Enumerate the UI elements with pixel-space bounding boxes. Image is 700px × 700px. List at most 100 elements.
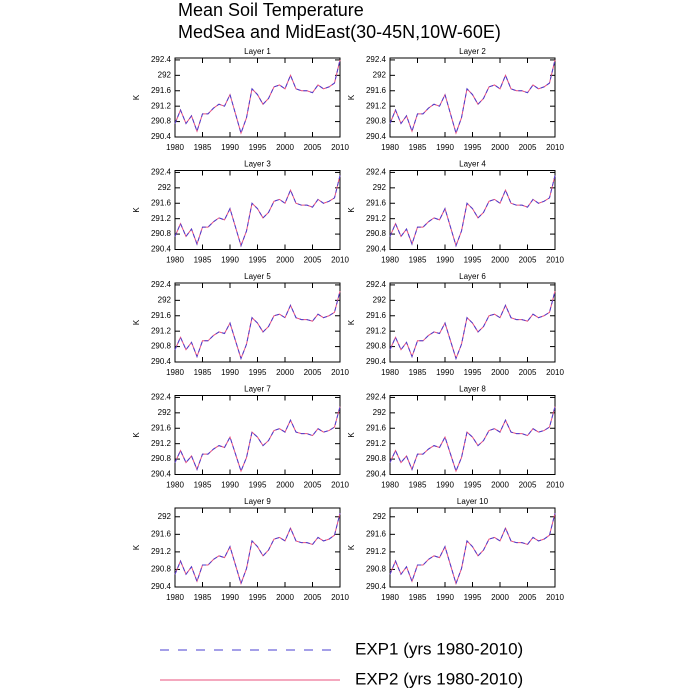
x-tick-label: 1995 [464, 481, 482, 490]
x-tick-label: 1995 [249, 256, 267, 265]
x-tick-label: 2000 [491, 593, 509, 602]
y-tick-label: 292 [158, 183, 172, 192]
series-line [389, 290, 556, 361]
x-tick-label: 1985 [194, 481, 212, 490]
y-axis-label: K [132, 94, 141, 100]
x-tick-label: 1995 [464, 143, 482, 152]
x-tick-label: 2010 [546, 481, 564, 490]
x-tick-label: 2010 [331, 368, 349, 377]
y-axis-label: K [132, 432, 141, 438]
x-tick-label: 1980 [166, 256, 184, 265]
plot-frame [174, 170, 341, 250]
y-tick-label: 291.6 [151, 198, 172, 207]
y-tick-label: 290.8 [366, 454, 387, 463]
x-tick-label: 2005 [519, 368, 537, 377]
x-tick-label: 1980 [381, 368, 399, 377]
x-tick-label: 1980 [166, 368, 184, 377]
panel-title: Layer 5 [244, 272, 271, 281]
x-tick-label: 1980 [381, 256, 399, 265]
y-tick-label: 291.6 [366, 423, 387, 432]
y-tick-label: 291.2 [366, 547, 387, 556]
x-tick-label: 2010 [331, 256, 349, 265]
y-tick-label: 291.6 [151, 529, 172, 538]
x-tick-label: 2005 [304, 256, 322, 265]
series-line [389, 513, 556, 586]
plot-frame [174, 57, 341, 138]
x-tick-label: 2005 [304, 481, 322, 490]
y-tick-label: 291.2 [366, 439, 387, 448]
y-tick-label: 290.4 [151, 582, 172, 591]
x-tick-label: 1990 [221, 593, 239, 602]
y-tick-label: 290.4 [366, 357, 387, 366]
y-axis-label: K [347, 544, 356, 550]
x-tick-label: 1985 [194, 593, 212, 602]
series-line [174, 175, 341, 248]
panel-title: Layer 8 [459, 385, 486, 394]
figure-title: Mean Soil Temperature [178, 0, 364, 20]
y-tick-label: 292.4 [151, 168, 172, 177]
y-tick-label: 291.2 [151, 214, 172, 223]
y-tick-label: 292.4 [151, 280, 172, 289]
x-tick-label: 1980 [166, 143, 184, 152]
panel-title: Layer 6 [459, 272, 486, 281]
panel-title: Layer 7 [244, 385, 271, 394]
series-line [389, 513, 556, 586]
x-tick-label: 2010 [546, 256, 564, 265]
x-tick-label: 2000 [491, 256, 509, 265]
x-tick-label: 2010 [546, 368, 564, 377]
y-tick-label: 291.2 [151, 101, 172, 110]
x-tick-label: 1990 [221, 256, 239, 265]
y-tick-label: 292 [373, 512, 387, 521]
y-axis-label: K [132, 544, 141, 550]
x-tick-label: 1995 [464, 256, 482, 265]
x-tick-label: 1990 [221, 143, 239, 152]
y-tick-label: 292.4 [366, 55, 387, 64]
y-tick-label: 291.2 [366, 214, 387, 223]
x-tick-label: 2000 [491, 481, 509, 490]
legend-label: EXP1 (yrs 1980-2010) [355, 639, 523, 658]
y-tick-label: 291.2 [151, 547, 172, 556]
x-tick-label: 1980 [381, 143, 399, 152]
y-tick-label: 290.8 [151, 117, 172, 126]
x-tick-label: 2000 [276, 368, 294, 377]
x-tick-label: 2000 [491, 368, 509, 377]
y-tick-label: 291.6 [366, 86, 387, 95]
series-line [389, 406, 556, 473]
y-tick-label: 291.6 [366, 198, 387, 207]
x-tick-label: 2000 [276, 256, 294, 265]
x-tick-label: 2005 [519, 256, 537, 265]
x-tick-label: 2005 [519, 593, 537, 602]
y-tick-label: 291.2 [151, 326, 172, 335]
y-tick-label: 290.4 [151, 357, 172, 366]
x-tick-label: 1990 [221, 481, 239, 490]
x-tick-label: 2010 [546, 593, 564, 602]
x-tick-label: 2005 [519, 143, 537, 152]
x-tick-label: 1985 [409, 256, 427, 265]
y-tick-label: 292 [373, 295, 387, 304]
panel-title: Layer 4 [459, 160, 486, 169]
y-axis-label: K [347, 319, 356, 325]
y-tick-label: 291.6 [366, 311, 387, 320]
x-tick-label: 2005 [304, 593, 322, 602]
legend-label: EXP2 (yrs 1980-2010) [355, 669, 523, 688]
x-tick-label: 2010 [546, 143, 564, 152]
y-tick-label: 292 [373, 70, 387, 79]
x-tick-label: 1995 [249, 143, 267, 152]
x-tick-label: 1985 [409, 481, 427, 490]
series-line [389, 175, 556, 248]
x-tick-label: 2000 [276, 143, 294, 152]
x-tick-label: 2010 [331, 143, 349, 152]
y-tick-label: 290.8 [366, 229, 387, 238]
series-line [389, 175, 556, 248]
x-tick-label: 2005 [304, 368, 322, 377]
x-tick-label: 1990 [436, 143, 454, 152]
x-tick-label: 2005 [304, 143, 322, 152]
y-axis-label: K [347, 432, 356, 438]
figure-subtitle: MedSea and MidEast(30-45N,10W-60E) [178, 22, 501, 42]
x-tick-label: 1995 [464, 593, 482, 602]
series-line [174, 59, 341, 135]
series-line [174, 290, 341, 361]
y-axis-label: K [132, 319, 141, 325]
x-tick-label: 1985 [409, 593, 427, 602]
y-tick-label: 290.4 [366, 132, 387, 141]
